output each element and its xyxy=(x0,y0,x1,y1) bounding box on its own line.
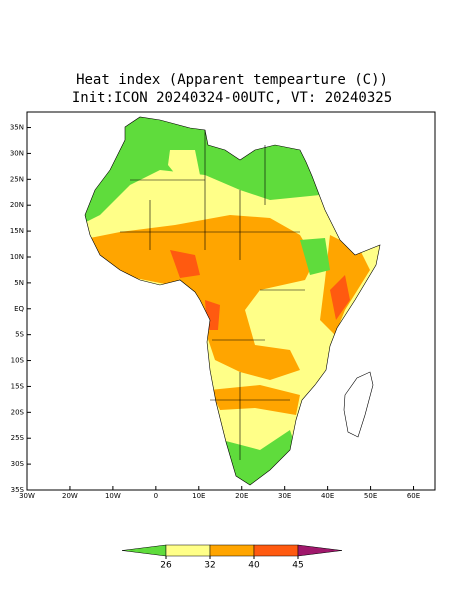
y-tick-label: 35S xyxy=(11,486,25,494)
colorbar-label: 26 xyxy=(160,561,172,571)
y-tick-label: 15N xyxy=(10,227,24,235)
field-region xyxy=(300,238,330,275)
y-tick-label: 10S xyxy=(11,357,25,365)
x-tick-label: 20W xyxy=(62,492,78,500)
x-tick-label: 60E xyxy=(407,492,420,500)
y-tick-label: 10N xyxy=(10,253,24,261)
colorbar-over xyxy=(297,544,343,557)
x-tick-label: 50E xyxy=(364,492,377,500)
y-tick-label: 30N xyxy=(10,149,24,157)
field-region xyxy=(330,275,350,320)
x-tick-label: 0 xyxy=(154,492,158,500)
y-tick-label: 15S xyxy=(11,382,25,390)
colorbar-box xyxy=(209,544,255,557)
colorbar: 26 32 40 45 xyxy=(121,544,343,571)
map-frame: 30W 20W 10W 0 10E 20E 30E 40E 50E 60E 35N 30N 25N 20N… xyxy=(10,111,436,500)
x-tick-label: 10W xyxy=(105,492,121,500)
field-region xyxy=(170,250,200,278)
x-tick-label: 20E xyxy=(235,492,248,500)
madagascar xyxy=(343,371,374,438)
colorbar-under xyxy=(121,544,167,557)
map-subtitle: Init:ICON 20240324-00UTC, VT: 20240325 xyxy=(72,90,392,106)
y-tick-label: 20N xyxy=(10,201,24,209)
colorbar-box xyxy=(253,544,299,557)
y-tick-label: 25S xyxy=(11,434,25,442)
colorbar-label: 40 xyxy=(248,561,260,571)
y-tick-label: 5N xyxy=(14,279,24,287)
map-title: Heat index (Apparent tempearture (C)) xyxy=(76,72,388,88)
colorbar-label: 32 xyxy=(204,561,215,571)
x-tick-label: 30E xyxy=(278,492,291,500)
colorbar-box xyxy=(165,544,211,557)
x-tick-label: 40E xyxy=(321,492,334,500)
colorbar-label: 45 xyxy=(292,561,303,571)
y-tick-label: 30S xyxy=(11,460,25,468)
y-tick-label: 20S xyxy=(11,408,25,416)
x-tick-label: 30W xyxy=(19,492,35,500)
y-tick-label: 35N xyxy=(10,124,24,132)
y-tick-label: 25N xyxy=(10,175,24,183)
country-borders xyxy=(120,130,305,460)
x-tick-label: 10E xyxy=(192,492,205,500)
y-tick-label: EQ xyxy=(14,305,24,313)
y-tick-label: 5S xyxy=(15,331,24,339)
field-region xyxy=(168,150,200,180)
